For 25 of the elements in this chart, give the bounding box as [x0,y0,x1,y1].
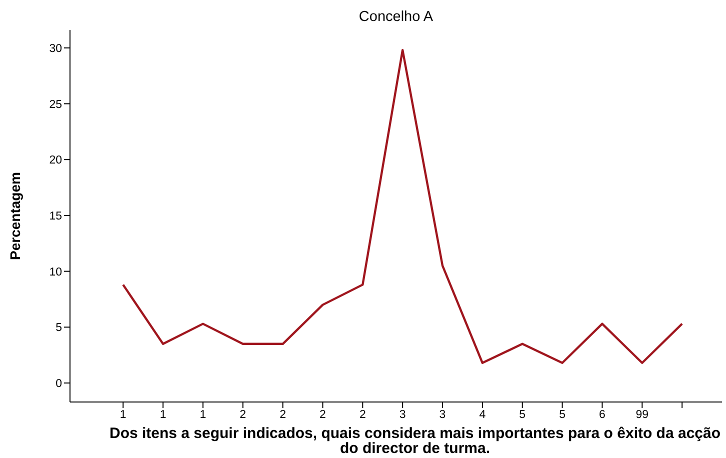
chart-title: Concelho A [358,9,434,25]
line-series [122,49,684,364]
y-tick-label: 25 [49,98,62,111]
x-tick-label: 3 [439,409,446,422]
x-tick-label: 1 [200,409,206,422]
x-tick-label: 2 [320,409,326,422]
x-tick-label: 2 [359,409,366,422]
y-tick-label: 20 [49,154,62,167]
x-tick-label: 1 [120,409,126,422]
y-tick-label: 0 [56,378,62,390]
x-tick-label: 6 [599,409,606,422]
y-axis-title: Percentagem [7,172,23,260]
x-tick-label: 99 [636,409,649,422]
x-tick-label: 5 [559,409,566,422]
x-axis-title: Dos itens a seguir indicados, quais considera mais importantes para o êxito da acção do director de turma. [108,425,722,457]
x-tick-label: 4 [479,409,486,422]
x-tick-label: 3 [399,409,406,422]
x-tick-label: 1 [160,409,166,422]
y-tick-label: 5 [56,322,62,334]
x-tick-label: 2 [240,409,246,422]
x-tick-label: 5 [519,409,526,422]
y-tick-label: 30 [49,42,62,55]
y-tick-label: 10 [49,266,62,278]
x-tick-label: 2 [280,409,286,422]
y-tick-label: 15 [49,210,62,223]
